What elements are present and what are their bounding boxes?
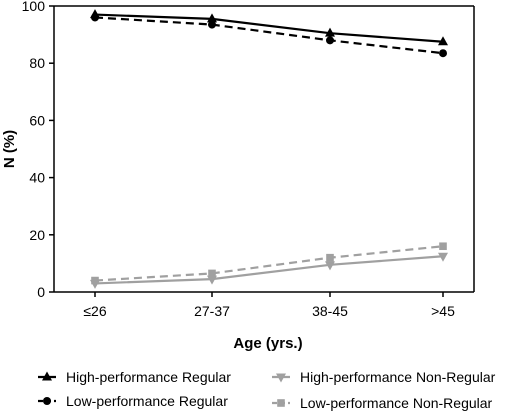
series-group — [90, 9, 448, 289]
legend-marker — [42, 371, 52, 381]
data-point — [439, 242, 447, 251]
data-point — [326, 36, 334, 45]
legend: High-performance Regular Low-performance … — [38, 369, 496, 411]
data-point — [91, 13, 99, 22]
x-tick-label: 27-37 — [194, 303, 230, 319]
y-tick-label: 40 — [29, 170, 45, 186]
legend-marker — [277, 399, 285, 407]
x-axis-label: Age (yrs.) — [233, 335, 302, 352]
legend-item: High-performance Regular — [38, 369, 231, 385]
x-tick-label: ≤26 — [83, 303, 106, 319]
y-axis-label: N (%) — [1, 130, 18, 168]
y-tick-label: 0 — [37, 284, 45, 300]
series-line — [94, 13, 444, 43]
y-tick-label: 100 — [22, 0, 46, 14]
series-3 — [90, 252, 448, 289]
data-point — [325, 27, 335, 37]
data-point — [208, 269, 216, 278]
legend-item: High-performance Non-Regular — [272, 369, 496, 385]
y-tick-label: 20 — [29, 227, 45, 243]
legend-label: High-performance Regular — [66, 369, 231, 385]
series-1 — [90, 9, 448, 46]
data-point — [208, 20, 216, 29]
legend-item: Low-performance Non-Regular — [272, 395, 493, 411]
data-point — [207, 13, 217, 23]
series-line — [94, 16, 444, 55]
legend-label: High-performance Non-Regular — [300, 369, 496, 385]
data-point — [438, 252, 448, 262]
x-tick-label: >45 — [431, 303, 455, 319]
data-point — [91, 276, 99, 285]
x-tick-label: 38-45 — [312, 303, 348, 319]
legend-item: Low-performance Regular — [38, 393, 228, 409]
data-point — [438, 36, 448, 46]
data-point — [326, 253, 334, 262]
axes: 0 20 40 60 80 100 ≤26 27-37 38-45 >45 — [22, 0, 475, 319]
series-4 — [91, 242, 447, 285]
data-point — [207, 275, 217, 285]
legend-marker — [276, 373, 286, 383]
series-2 — [91, 13, 447, 58]
series-line — [94, 245, 444, 282]
series-line — [94, 255, 444, 285]
legend-label: Low-performance Non-Regular — [300, 395, 493, 411]
y-tick-label: 60 — [29, 112, 45, 128]
data-point — [439, 49, 447, 58]
legend-label: Low-performance Regular — [66, 393, 228, 409]
data-point — [325, 261, 335, 271]
legend-marker — [43, 397, 51, 405]
y-tick-label: 80 — [29, 55, 45, 71]
